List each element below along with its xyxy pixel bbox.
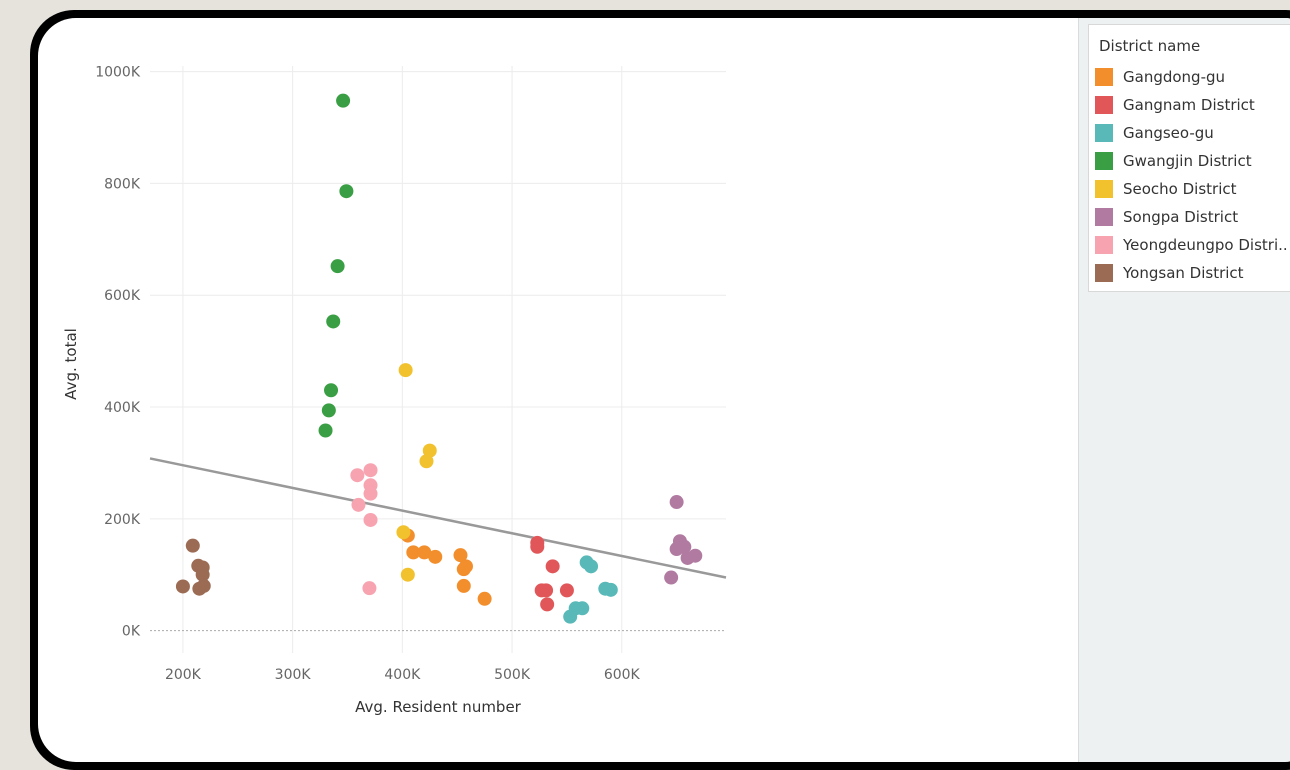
data-point[interactable] bbox=[396, 525, 411, 540]
legend-swatch bbox=[1095, 236, 1113, 254]
data-point[interactable] bbox=[540, 597, 555, 612]
data-point[interactable] bbox=[362, 581, 377, 596]
data-point[interactable] bbox=[336, 93, 351, 108]
legend-swatch bbox=[1095, 96, 1113, 114]
legend-swatch bbox=[1095, 68, 1113, 86]
legend-item[interactable]: Yeongdeungpo Distri.. bbox=[1089, 231, 1290, 259]
legend-label: Gwangjin District bbox=[1123, 152, 1252, 170]
x-tick-label: 500K bbox=[494, 667, 531, 683]
data-point[interactable] bbox=[575, 601, 590, 616]
device-frame: 200K 300K 400K 500K 600K 0K 200K 400K 600K 800K 10… bbox=[30, 10, 1290, 770]
grid bbox=[150, 66, 726, 653]
legend-swatch bbox=[1095, 124, 1113, 142]
data-point[interactable] bbox=[422, 443, 437, 458]
x-axis-title: Avg. Resident number bbox=[355, 698, 522, 716]
legend-swatch bbox=[1095, 208, 1113, 226]
data-point[interactable] bbox=[458, 559, 473, 574]
y-axis-title: Avg. total bbox=[62, 328, 80, 400]
legend-item[interactable]: Yongsan District bbox=[1089, 259, 1290, 287]
data-point[interactable] bbox=[456, 578, 471, 593]
data-point[interactable] bbox=[603, 582, 618, 597]
y-tick-label: 400K bbox=[104, 400, 141, 416]
legend-item[interactable]: Gangnam District bbox=[1089, 91, 1290, 119]
data-point[interactable] bbox=[664, 570, 679, 585]
data-point[interactable] bbox=[330, 259, 345, 274]
data-point[interactable] bbox=[453, 548, 468, 563]
data-point[interactable] bbox=[677, 539, 692, 554]
data-point[interactable] bbox=[419, 454, 434, 469]
scatter-chart: 200K 300K 400K 500K 600K 0K 200K 400K 600K 800K 10… bbox=[62, 65, 727, 716]
data-point[interactable] bbox=[351, 497, 366, 512]
data-point[interactable] bbox=[363, 486, 378, 501]
data-point[interactable] bbox=[530, 539, 545, 554]
trend-line bbox=[149, 457, 727, 579]
x-tick-label: 600K bbox=[604, 667, 641, 683]
data-point[interactable] bbox=[539, 583, 554, 598]
y-tick-label: 600K bbox=[104, 288, 141, 304]
data-point[interactable] bbox=[363, 463, 378, 478]
data-point[interactable] bbox=[324, 383, 339, 398]
data-point[interactable] bbox=[339, 184, 354, 199]
data-point[interactable] bbox=[350, 468, 365, 483]
legend-item[interactable]: Gangseo-gu bbox=[1089, 119, 1290, 147]
y-tick-label: 1000K bbox=[95, 65, 141, 81]
legend-item[interactable]: Gwangjin District bbox=[1089, 147, 1290, 175]
x-tick-label: 300K bbox=[275, 667, 312, 683]
data-point[interactable] bbox=[175, 579, 190, 594]
data-point[interactable] bbox=[326, 314, 341, 329]
data-point[interactable] bbox=[400, 567, 415, 582]
legend-swatch bbox=[1095, 180, 1113, 198]
legend-label: Seocho District bbox=[1123, 180, 1237, 198]
data-point[interactable] bbox=[688, 548, 703, 563]
points bbox=[175, 93, 703, 624]
legend-item[interactable]: Gangdong-gu bbox=[1089, 63, 1290, 91]
x-tick-label: 200K bbox=[165, 667, 202, 683]
data-point[interactable] bbox=[318, 423, 333, 438]
legend-swatch bbox=[1095, 264, 1113, 282]
data-point[interactable] bbox=[195, 567, 210, 582]
legend-label: Gangdong-gu bbox=[1123, 68, 1226, 86]
data-point[interactable] bbox=[669, 495, 684, 510]
data-point[interactable] bbox=[428, 549, 443, 564]
data-point[interactable] bbox=[406, 545, 421, 560]
data-point[interactable] bbox=[398, 363, 413, 378]
legend-item[interactable]: Songpa District bbox=[1089, 203, 1290, 231]
data-point[interactable] bbox=[417, 545, 432, 560]
legend-title: District name bbox=[1099, 37, 1201, 55]
legend-label: Yongsan District bbox=[1123, 264, 1244, 282]
data-point[interactable] bbox=[559, 583, 574, 598]
legend-label: Songpa District bbox=[1123, 208, 1239, 226]
legend-swatch bbox=[1095, 152, 1113, 170]
data-point[interactable] bbox=[477, 591, 492, 606]
screen: 200K 300K 400K 500K 600K 0K 200K 400K 600K 800K 10… bbox=[38, 18, 1290, 762]
legend-item[interactable]: Seocho District bbox=[1089, 175, 1290, 203]
x-tick-label: 400K bbox=[384, 667, 421, 683]
data-point[interactable] bbox=[321, 403, 336, 418]
legend-label: Yeongdeungpo Distri.. bbox=[1123, 236, 1288, 254]
data-point[interactable] bbox=[545, 559, 560, 574]
data-point[interactable] bbox=[196, 578, 211, 593]
legend-label: Gangnam District bbox=[1123, 96, 1255, 114]
legend-label: Gangseo-gu bbox=[1123, 124, 1214, 142]
trend-layer bbox=[149, 457, 727, 579]
tick-labels: 200K 300K 400K 500K 600K 0K 200K 400K 600K 800K 10… bbox=[95, 65, 640, 683]
data-point[interactable] bbox=[363, 512, 378, 527]
legend-items: Gangdong-gu Gangnam District Gangseo-gu Gwa… bbox=[1089, 63, 1290, 287]
data-point[interactable] bbox=[185, 538, 200, 553]
data-point[interactable] bbox=[584, 559, 599, 574]
legend: District name Gangdong-gu Gangnam Distric… bbox=[1088, 24, 1290, 292]
y-tick-label: 200K bbox=[104, 512, 141, 528]
y-tick-label: 800K bbox=[104, 176, 141, 192]
y-tick-label: 0K bbox=[122, 624, 141, 640]
